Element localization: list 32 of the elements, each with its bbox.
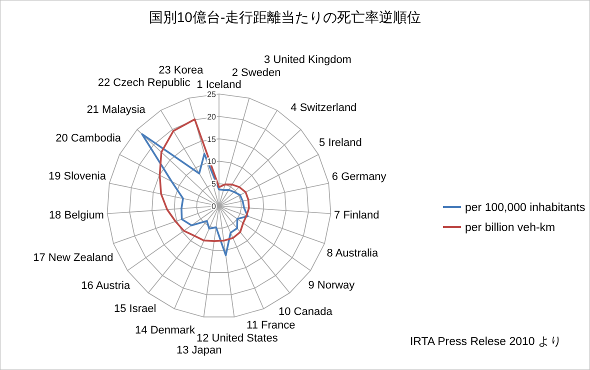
- spoke-label: 10 Canada: [278, 306, 334, 318]
- text: IRTA Press Relese 2010 より: [410, 336, 562, 348]
- spoke-label: 4 Switzerland: [290, 102, 357, 114]
- spoke-label: 13 Japan: [176, 344, 222, 357]
- spoke-label: 2 Sweden: [232, 66, 281, 79]
- spoke-label: 5 Ireland: [319, 137, 362, 150]
- spoke-label: 8 Australia: [326, 247, 380, 260]
- spoke-label: 7 Finland: [334, 209, 380, 222]
- spoke-label: 22 Czech Republic: [98, 76, 191, 89]
- spoke-label: 19 Slovenia: [48, 170, 107, 183]
- y-tick-label: 25: [207, 90, 217, 99]
- spoke-label: 21 Malaysia: [86, 104, 146, 116]
- spoke-label: 3 United Kingdom: [264, 54, 352, 66]
- spoke-label: 23 Korea: [158, 64, 204, 76]
- y-tick-label: 5: [212, 180, 217, 189]
- spoke-label: 1 Iceland: [196, 79, 242, 91]
- spoke-label: 20 Cambodia: [56, 132, 122, 144]
- spoke-label: 16 Austria: [81, 280, 131, 292]
- spoke-label: 12 United States: [196, 332, 278, 344]
- spoke-label: 11 France: [246, 319, 296, 332]
- spoke-label: 18 Belgium: [48, 210, 104, 222]
- y-tick-label: 0: [212, 202, 217, 211]
- y-tick-label: 20: [207, 112, 217, 122]
- y-tick-label: 15: [207, 134, 217, 144]
- spoke-label: 6 Germany: [332, 170, 387, 183]
- spoke-label: 9 Norway: [308, 279, 356, 292]
- spoke-label: 15 Israel: [114, 303, 156, 316]
- legend-label: per billion veh-km: [465, 222, 556, 234]
- spoke-label: 17 New Zealand: [33, 252, 114, 264]
- legend-label: per 100,000 inhabitants: [465, 202, 586, 214]
- chart-title: 国別10億台-走行距離当たりの死亡率逆順位: [148, 9, 422, 25]
- spoke-label: 14 Denmark: [135, 324, 196, 336]
